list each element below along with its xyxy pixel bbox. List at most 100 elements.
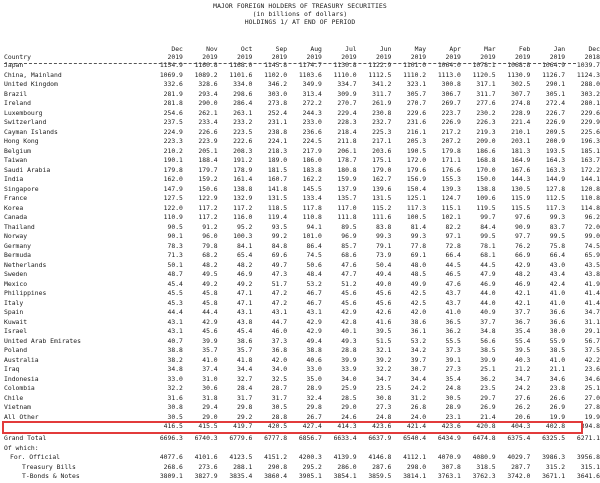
footer-value: 3641.6 [576, 471, 600, 480]
holding-value: 164.9 [511, 156, 531, 165]
holding-value: 28.9 [445, 403, 461, 412]
footer-value: 3762.3 [472, 471, 496, 480]
holding-value: 416.5 [163, 422, 183, 431]
holding-value: 43.7 [445, 298, 461, 307]
holding-value: 125.1 [406, 194, 427, 203]
holding-value: 42.9 [202, 317, 218, 326]
holding-value: 122.9 [198, 194, 218, 203]
holding-value: 28.7 [271, 384, 288, 393]
holding-value: 51.7 [271, 279, 288, 288]
holding-value: 23.8 [549, 384, 566, 393]
holding-value: 99.0 [584, 232, 600, 241]
holding-value: 210.2 [163, 146, 183, 155]
holding-value: 28.5 [341, 393, 357, 402]
holding-value: 32.1 [376, 346, 392, 355]
holding-value: 186.0 [302, 156, 322, 165]
country-name: France [4, 194, 28, 203]
country-name: United Arab Emirates [4, 336, 81, 345]
holding-value: 53.2 [306, 279, 322, 288]
report-title: MAJOR FOREIGN HOLDERS OF TREASURY SECURI… [213, 2, 387, 10]
holding-value: 307.7 [511, 89, 531, 98]
holding-value: 51.5 [376, 336, 392, 345]
holding-value: 24.8 [445, 384, 461, 393]
table-row: 416.5 415.5 419.7 420.5 427.4 414.3 423.6 421.4… [4, 422, 600, 432]
holding-value: 31.7 [271, 393, 288, 402]
holding-value: 49.2 [202, 279, 218, 288]
holding-value: 48.2 [515, 270, 531, 279]
holding-value: 115.1 [441, 203, 461, 212]
footer-value: 3671.1 [542, 471, 566, 480]
holding-value: 179.8 [441, 146, 461, 155]
table-row: Netherlands 50.1 48.2 48.2 49.7 50.6 47.6 50.4 4… [4, 261, 600, 271]
holding-value: 193.5 [545, 146, 566, 155]
holding-value: 100.3 [233, 232, 253, 241]
holding-value: 109.6 [476, 194, 496, 203]
holding-value: 230.2 [476, 108, 496, 117]
holding-value: 290.1 [545, 80, 566, 89]
holding-value: 48.7 [167, 270, 183, 279]
country-name: Germany [4, 241, 31, 250]
table-row: Australia 38.2 41.0 41.8 42.0 40.6 39.9 39.2 39.… [4, 356, 600, 366]
holding-value: 244.3 [302, 108, 322, 117]
holding-value: 33.0 [306, 365, 322, 374]
holding-value: 69.1 [410, 251, 427, 260]
holding-value: 1089.2 [194, 70, 218, 79]
footer-value: 4146.8 [368, 453, 392, 462]
holding-value: 1110.0 [333, 70, 357, 79]
holding-value: 1160.8 [194, 61, 218, 70]
country-name: Iraq [4, 365, 20, 374]
holding-value: 39.7 [410, 355, 427, 364]
holding-value: 42.4 [549, 279, 566, 288]
holding-value: 35.7 [237, 346, 253, 355]
footer-value: 4029.7 [507, 453, 531, 462]
holding-value: 29.2 [237, 412, 253, 421]
holding-value: 176.6 [441, 165, 461, 174]
holding-value: 162.7 [372, 175, 392, 184]
holding-value: 1101.0 [403, 61, 427, 70]
month-header: Jan [553, 45, 566, 53]
footer-value: 4077.6 [159, 453, 183, 462]
month-header: Oct [240, 45, 253, 53]
holding-value: 21.1 [549, 365, 566, 374]
holding-value: 1110.2 [403, 70, 427, 79]
holding-value: 39.5 [376, 327, 392, 336]
holding-value: 117.8 [302, 203, 322, 212]
holding-value: 43.1 [167, 327, 183, 336]
year-header: 2019 [167, 52, 183, 61]
footer-value: 3859.5 [368, 471, 392, 480]
holding-value: 31.6 [167, 393, 183, 402]
holding-value: 44.4 [202, 308, 218, 317]
holding-value: 232.7 [372, 118, 392, 127]
footer-value: 315.2 [545, 462, 566, 471]
holding-value: 300.8 [441, 80, 461, 89]
holding-value: 42.0 [410, 308, 427, 317]
holding-value: 46.9 [237, 270, 253, 279]
holding-value: 41.4 [584, 298, 600, 307]
holding-value: 50.1 [167, 260, 183, 269]
holding-value: 145.5 [302, 184, 322, 193]
footer-value: 3854.1 [333, 471, 357, 480]
month-header: Sep [275, 45, 288, 53]
holding-value: 23.6 [584, 365, 600, 374]
holding-value: 42.9 [306, 317, 322, 326]
holding-value: 164.3 [545, 156, 566, 165]
holding-value: 1069.9 [159, 70, 183, 79]
holding-value: 223.7 [441, 108, 461, 117]
holding-value: 77.8 [410, 241, 427, 250]
holding-value: 56.7 [584, 336, 600, 345]
holding-value: 159.2 [198, 175, 218, 184]
holding-value: 36.5 [445, 317, 461, 326]
holding-value: 131.5 [372, 194, 392, 203]
table-row: Taiwan 190.1 188.4 191.2 189.0 186.0 178.7 175.… [4, 156, 600, 166]
holding-value: 32.7 [237, 374, 253, 383]
table-row: Sweden 48.7 49.5 46.9 47.3 48.4 47.7 49.4 48.5 46… [4, 270, 600, 280]
footer-value: 3835.4 [229, 471, 253, 480]
grand-total-value: 6779.6 [229, 433, 253, 442]
holding-value: 43.7 [445, 289, 461, 298]
holding-value: 24.2 [410, 384, 427, 393]
holding-value: 71.3 [167, 251, 183, 260]
holding-value: 41.0 [549, 289, 566, 298]
holding-value: 49.0 [376, 279, 392, 288]
holding-value: 28.4 [237, 384, 253, 393]
footer-value: 3809.1 [159, 471, 183, 480]
